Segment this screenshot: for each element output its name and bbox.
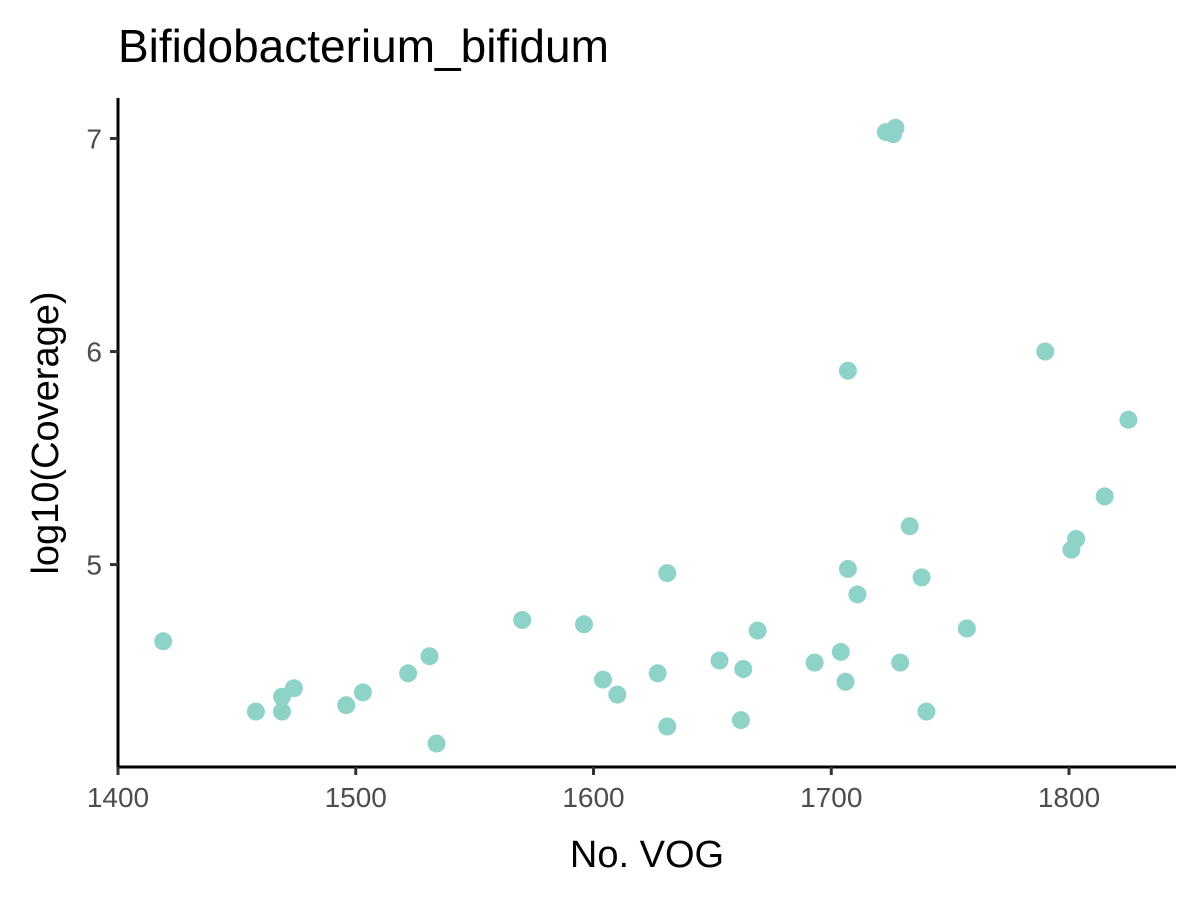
x-tick-label: 1400	[87, 782, 149, 813]
y-axis-ticks: 5 6 7	[86, 123, 118, 581]
data-point-11	[575, 615, 593, 634]
data-point-16	[658, 717, 677, 736]
data-point-6	[353, 683, 372, 702]
data-point-37	[1067, 530, 1086, 548]
data-point-24	[838, 361, 857, 380]
data-point-0	[154, 632, 173, 651]
data-point-26	[848, 585, 867, 604]
data-point-7	[399, 664, 418, 683]
y-tick-label: 5	[86, 550, 102, 581]
data-point-12	[594, 670, 612, 689]
data-point-25	[838, 559, 857, 578]
data-point-18	[731, 711, 750, 730]
x-tick-label: 1500	[325, 782, 387, 813]
data-point-14	[648, 664, 667, 683]
data-point-17	[710, 651, 729, 670]
data-point-8	[420, 647, 439, 666]
data-points	[154, 118, 1138, 753]
y-tick-label: 7	[86, 123, 102, 154]
data-point-38	[1095, 487, 1114, 506]
data-point-30	[891, 653, 910, 672]
x-axis-ticks: 1400 1500 1600 1700 1800	[87, 767, 1100, 813]
data-point-4	[284, 679, 303, 698]
data-point-23	[836, 672, 855, 691]
x-axis-label: No. VOG	[570, 834, 724, 876]
data-point-2	[273, 702, 291, 721]
data-point-29	[886, 118, 905, 137]
data-point-22	[831, 642, 850, 661]
data-point-31	[900, 517, 919, 536]
data-point-35	[1036, 342, 1055, 361]
y-axis-label: log10(Coverage)	[25, 291, 67, 574]
data-point-1	[246, 702, 265, 721]
data-point-39	[1119, 410, 1138, 429]
x-tick-label: 1700	[800, 782, 862, 813]
data-point-32	[912, 568, 931, 587]
chart-title: Bifidobacterium_bifidum	[118, 20, 609, 72]
x-tick-label: 1600	[562, 782, 624, 813]
data-point-34	[957, 619, 976, 638]
data-point-13	[608, 685, 627, 704]
data-point-5	[337, 696, 356, 715]
data-point-15	[658, 564, 677, 583]
data-point-33	[917, 702, 936, 721]
y-tick-label: 6	[86, 337, 102, 368]
data-point-20	[748, 621, 767, 640]
data-point-19	[734, 660, 753, 678]
data-point-21	[805, 653, 824, 672]
x-tick-label: 1800	[1038, 782, 1100, 813]
data-point-10	[513, 611, 532, 629]
data-point-9	[427, 734, 446, 753]
